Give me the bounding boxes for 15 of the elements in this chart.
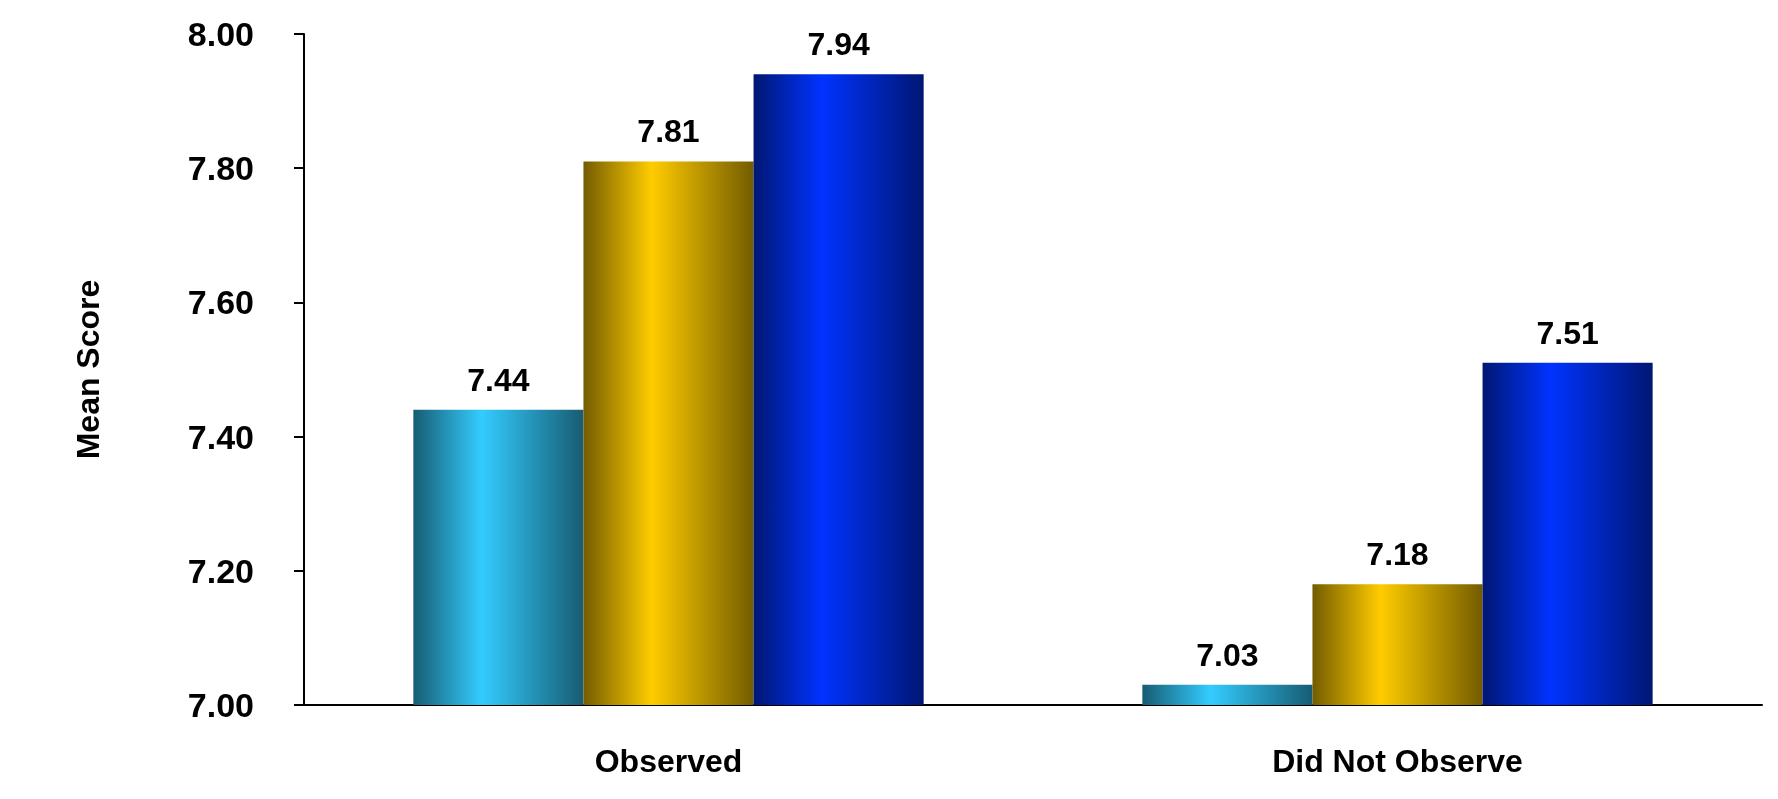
y-axis-title: Mean Score xyxy=(70,279,106,460)
y-tick-label: 7.00 xyxy=(187,686,254,724)
y-tick-label: 7.80 xyxy=(187,149,254,188)
data-label: 7.81 xyxy=(637,113,700,150)
x-tick-label: Observed xyxy=(594,743,743,779)
data-label: 7.44 xyxy=(467,361,530,398)
data-label: 7.18 xyxy=(1366,536,1429,573)
data-label: 7.94 xyxy=(807,26,870,63)
y-tick-label: 7.60 xyxy=(187,283,254,322)
y-tick-label: 7.40 xyxy=(187,417,254,456)
data-label: 7.03 xyxy=(1196,636,1259,673)
data-label: 7.51 xyxy=(1536,314,1599,351)
x-tick-label: Did Not Observe xyxy=(1272,743,1523,779)
y-tick-label: 7.20 xyxy=(187,551,254,590)
y-tick-label: 8.00 xyxy=(187,15,254,53)
